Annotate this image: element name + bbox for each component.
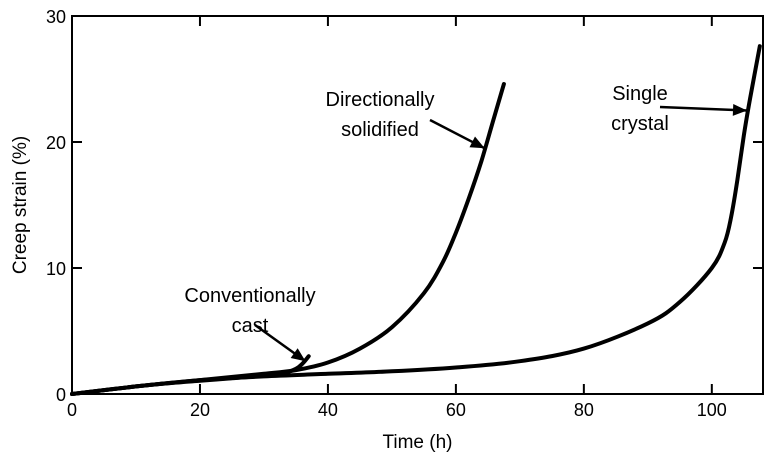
data-curves [70,44,762,396]
directionally-solidified-label: Directionally solidified [326,89,486,150]
y-tick-label: 30 [46,7,66,27]
axis-ticks: 0 20 40 60 80 100 0 10 20 30 [46,7,763,420]
annotation-text-line: cast [232,315,269,337]
y-tick-label: 0 [56,385,66,405]
x-tick-label: 40 [318,400,338,420]
x-tick-label: 60 [446,400,466,420]
annotation-arrowhead [290,348,306,362]
x-tick-label: 80 [574,400,594,420]
annotation-arrowhead [469,136,485,149]
y-axis-title: Creep strain (%) [10,136,31,274]
annotation-text-line: Directionally [326,89,435,111]
y-tick-label: 10 [46,259,66,279]
annotation-text-line: Conventionally [184,285,315,307]
plot-border [71,15,764,395]
annotation-arrowhead [732,103,748,116]
x-tick-label: 20 [190,400,210,420]
annotation-arrow-line [659,105,748,112]
annotations: Conventionally cast Directionally solidifie… [184,83,748,363]
conventionally-cast-label: Conventionally cast [184,285,316,363]
single-crystal-label: Single crystal [611,83,748,135]
x-tick-label: 0 [67,400,77,420]
annotation-text-line: crystal [611,113,669,135]
x-tick-label: 100 [697,400,727,420]
single-crystal-curve [70,44,762,396]
plot-frame [71,15,764,395]
annotation-text-line: solidified [341,119,419,141]
y-tick-label: 20 [46,133,66,153]
annotation-text-line: Single [612,83,668,105]
x-axis-title: Time (h) [382,432,452,453]
